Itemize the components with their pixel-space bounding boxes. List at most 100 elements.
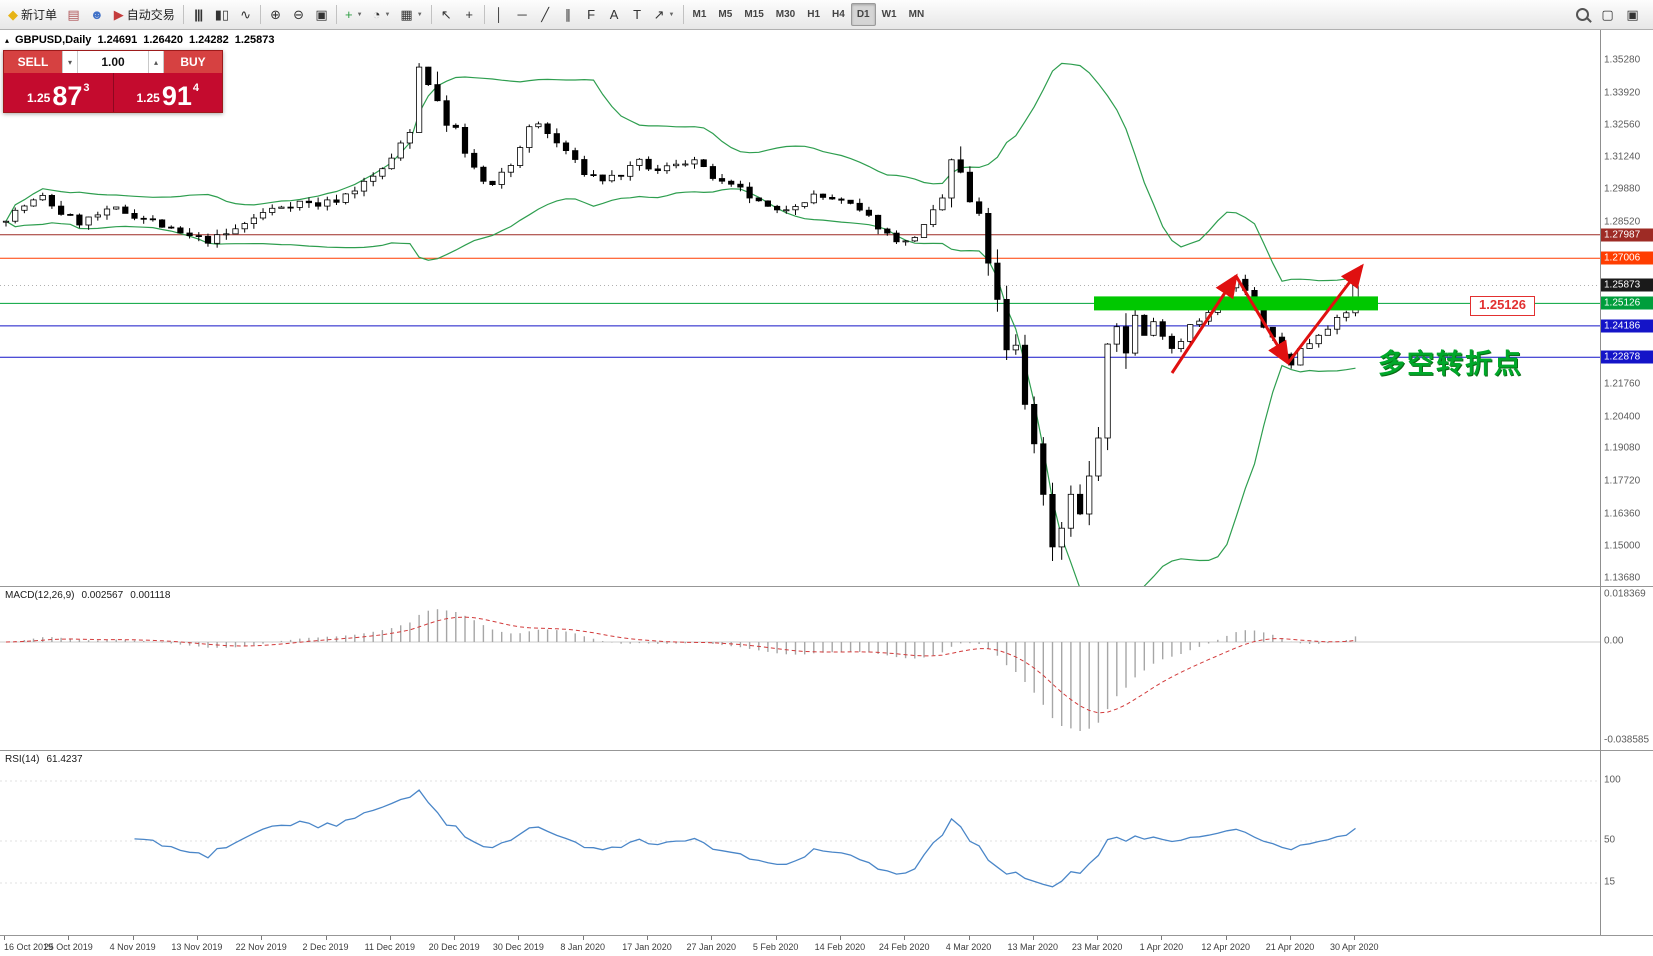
zoom-in-icon: ⊕ (270, 7, 281, 22)
profiles-button[interactable]: ☻ (85, 3, 109, 26)
line-chart-button[interactable]: ∿ (234, 3, 257, 26)
sell-price[interactable]: 1.25 87 3 (4, 73, 114, 112)
date-tick (1354, 936, 1356, 940)
cursor-button[interactable]: ↖ (435, 3, 458, 26)
trend-arrow-2[interactable] (1234, 275, 1290, 366)
new-order-button[interactable]: ◆ 新订单 (3, 3, 62, 26)
zoom-out-button[interactable]: ⊖ (287, 3, 310, 26)
date-tick (132, 936, 134, 940)
price-chart[interactable] (0, 30, 1600, 586)
timeframe-h4-button[interactable]: H4 (832, 9, 845, 20)
templates-button[interactable]: ▦ ▼ (395, 3, 427, 26)
date-label: 30 Apr 2020 (1330, 942, 1379, 952)
price-scale-flag-1.25873: 1.25873 (1601, 278, 1653, 292)
tile-windows-button[interactable]: ▣ (310, 3, 333, 26)
toolbar: ◆ 新订单 ▤ ☻ ▶ 自动交易 ||| ▮▯ ∿ ⊕ ⊖ ▣ + ▼ ◔ ▼ ▦ ▼ ↖ + │ ─ ╱ ∥ F A T ↗ ▼ M1 M… (0, 0, 1653, 30)
buy-price-pips: 91 (161, 81, 192, 112)
collapse-icon[interactable]: ▴ (5, 35, 10, 45)
macd-panel[interactable]: MACD(12,26,9) 0.002567 0.001118 (0, 586, 1653, 750)
date-tick (68, 936, 70, 940)
text-button[interactable]: A (603, 3, 626, 26)
buy-button[interactable]: BUY (164, 51, 222, 73)
charts-window-button[interactable]: ▤ (62, 3, 85, 26)
rsi-scale-tick: 15 (1604, 876, 1616, 888)
crosshair-button[interactable]: + (458, 3, 481, 26)
quote-bar: ▴ GBPUSD,Daily 1.24691 1.26420 1.24282 1… (5, 34, 275, 46)
quote-high: 1.26420 (143, 34, 183, 46)
zoom-in-button[interactable]: ⊕ (264, 3, 287, 26)
text-label-button[interactable]: T (626, 3, 649, 26)
date-tick (325, 936, 327, 940)
trendline-icon: ╱ (541, 7, 550, 22)
rsi-label: RSI(14) (5, 754, 40, 765)
sell-button[interactable]: SELL (4, 51, 62, 73)
timeframe-m1-button[interactable]: M1 (692, 9, 707, 20)
timeframe-h1-button[interactable]: H1 (807, 9, 821, 20)
timeframe-m30-button[interactable]: M30 (775, 9, 796, 20)
price-level-callout[interactable]: 1.25126 (1470, 296, 1535, 316)
trend-arrow-3[interactable] (1286, 263, 1364, 364)
support-zone-band[interactable] (1094, 296, 1378, 311)
one-click-trading-panel: SELL ▾ 1.00 ▴ BUY 1.25 87 3 1.25 91 4 (3, 50, 223, 113)
date-label: 27 Jan 2020 (686, 942, 737, 952)
date-tick (647, 936, 648, 940)
buy-price[interactable]: 1.25 91 4 (114, 73, 223, 112)
rsi-line (134, 789, 1356, 888)
bar-chart-button[interactable]: ||| (187, 3, 210, 26)
bull-bear-turning-point-annotation[interactable]: 多空转折点 (1378, 349, 1523, 379)
macd-value-signal: 0.001118 (130, 590, 171, 601)
terminal-window-button[interactable]: ▣ (1621, 3, 1644, 26)
price-scale-flag-1.22878: 1.22878 (1601, 350, 1653, 364)
auto-trading-button[interactable]: ▶ 自动交易 (109, 3, 180, 26)
price-scale-tick: 1.20400 (1604, 411, 1641, 423)
arrows-button[interactable]: ↗ ▼ (649, 3, 680, 26)
fibonacci-button[interactable]: F (580, 3, 603, 26)
time-axis[interactable]: 16 Oct 2019 25 Oct 2019 4 Nov 2019 13 Nov 2… (0, 935, 1653, 956)
date-label: 4 Mar 2020 (945, 942, 992, 952)
vertical-line-button[interactable]: │ (488, 3, 511, 26)
date-label: 12 Apr 2020 (1201, 942, 1250, 952)
equidistant-channel-button[interactable]: ∥ (557, 3, 580, 26)
timeframe-d1-button[interactable]: D1 (850, 3, 876, 26)
periods-button[interactable]: ◔ ▼ (368, 3, 396, 26)
rsi-panel[interactable]: RSI(14) 61.4237 (0, 750, 1653, 935)
date-label: 20 Dec 2019 (428, 942, 480, 952)
data-window-button[interactable]: ▢ (1596, 3, 1619, 26)
toolbar-separator (430, 5, 432, 24)
charts-window-icon: ▤ (67, 7, 80, 22)
buy-price-point: 4 (192, 82, 200, 94)
candlestick-chart-icon: ▮▯ (214, 7, 230, 22)
terminal-window-icon: ▣ (1626, 7, 1639, 22)
candlestick-chart-button[interactable]: ▮▯ (210, 3, 234, 26)
rsi-chart[interactable] (0, 751, 1600, 936)
trendline-button[interactable]: ╱ (534, 3, 557, 26)
date-label: 24 Feb 2020 (878, 942, 930, 952)
price-chart-panel[interactable] (0, 30, 1653, 586)
timeframe-m15-button[interactable]: M15 (744, 9, 764, 20)
bar-chart-icon: ||| (194, 7, 203, 22)
lot-size-input[interactable]: 1.00 (78, 51, 148, 73)
buy-price-main: 1.25 (136, 91, 160, 105)
add-indicator-button[interactable]: + ▼ (340, 3, 368, 26)
add-indicator-icon: + (345, 7, 353, 22)
timeframe-m5-button[interactable]: M5 (718, 9, 733, 20)
toolbar-separator (182, 5, 184, 24)
macd-header: MACD(12,26,9) 0.002567 0.001118 (5, 590, 170, 601)
horizontal-line-button[interactable]: ─ (511, 3, 534, 26)
cursor-icon: ↖ (440, 7, 452, 22)
trend-arrow-1[interactable] (1170, 273, 1238, 374)
macd-chart[interactable] (0, 587, 1600, 751)
timeframe-w1-button[interactable]: W1 (881, 9, 897, 20)
date-tick (711, 936, 713, 940)
date-tick (4, 936, 5, 940)
rsi-scale-tick: 50 (1604, 834, 1616, 846)
timeframe-mn-button[interactable]: MN (908, 9, 925, 20)
quote-open: 1.24691 (97, 34, 138, 46)
price-scale-flag-1.24186: 1.24186 (1601, 319, 1653, 333)
lot-decrease-button[interactable]: ▾ (62, 51, 78, 73)
lot-increase-button[interactable]: ▴ (148, 51, 164, 73)
price-scale-tick: 1.13680 (1604, 572, 1641, 584)
horizontal-line-icon: ─ (517, 7, 527, 22)
toolbar-separator (682, 5, 684, 24)
search-button[interactable] (1571, 3, 1594, 26)
